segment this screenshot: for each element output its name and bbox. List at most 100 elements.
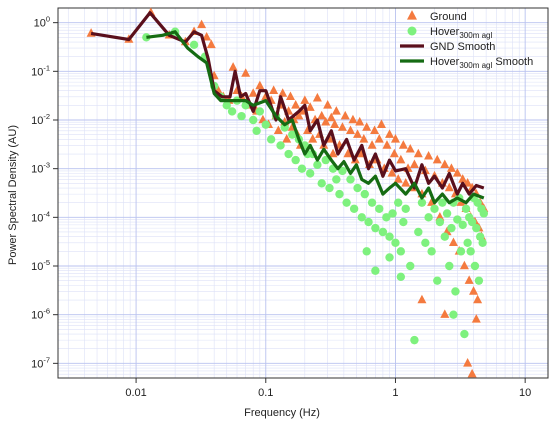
y-axis-label: Power Spectral Density (AU): [7, 125, 19, 265]
legend-item: Ground: [407, 10, 467, 23]
hover-point: [367, 198, 377, 207]
hover-point: [396, 272, 406, 282]
legend-triangle-icon: [407, 10, 417, 20]
hover-point: [442, 209, 452, 218]
ground-point: [343, 148, 353, 158]
ground-point: [321, 116, 331, 126]
hover-point: [371, 223, 380, 233]
hover-point: [378, 227, 388, 237]
ground-point: [444, 182, 454, 192]
ground-point: [300, 95, 310, 104]
legend-label: Ground: [430, 11, 467, 23]
ground-point: [282, 134, 292, 143]
ground-point: [348, 114, 358, 124]
y-tick-label: 10-1: [31, 63, 50, 78]
hover-point: [338, 166, 347, 176]
ground-point: [432, 154, 442, 164]
ground-point: [417, 294, 427, 304]
hover-point: [364, 217, 373, 227]
hover-point: [249, 115, 258, 125]
ground-point: [390, 134, 400, 143]
ground-point: [317, 110, 327, 120]
ground-point: [401, 178, 411, 187]
hover-point: [470, 261, 480, 271]
ground-point: [446, 163, 456, 172]
ground-point: [467, 368, 477, 378]
hover-point: [467, 217, 477, 227]
hover-point: [305, 169, 315, 178]
y-tick-label: 10-7: [31, 355, 50, 370]
ground-point: [440, 309, 450, 318]
hover-point: [313, 160, 322, 170]
ground-point: [463, 178, 473, 187]
legend-label: Hover300m agl Smooth: [430, 56, 533, 70]
hover-point: [362, 247, 371, 256]
ground-point: [353, 129, 363, 138]
ground-point: [269, 85, 279, 94]
hover-point: [280, 123, 289, 132]
ground-point: [337, 122, 347, 131]
hover-point: [440, 232, 449, 241]
hover-point: [399, 217, 408, 227]
hover-point: [189, 40, 199, 50]
hover-point: [458, 220, 467, 230]
hover-point: [237, 111, 246, 121]
hover-point: [385, 232, 394, 241]
hover-point: [288, 130, 297, 139]
ground-point: [389, 148, 399, 158]
hover-point: [284, 149, 293, 159]
ground-point: [278, 88, 288, 97]
ground-point: [345, 125, 355, 135]
ground-point: [228, 62, 238, 71]
hover-point: [346, 175, 355, 184]
ground-point: [308, 134, 318, 143]
ground-point: [255, 80, 265, 90]
hover-point: [424, 213, 433, 222]
hover-point: [456, 247, 466, 256]
ground-point: [471, 314, 481, 323]
hover-point: [276, 141, 285, 150]
hover-point: [382, 213, 391, 222]
hover-point: [461, 204, 471, 213]
legend-circle-icon: [407, 26, 417, 36]
hover-point: [463, 238, 472, 247]
hover-point: [142, 33, 151, 42]
hover-point: [317, 179, 326, 188]
ground-point: [396, 154, 406, 164]
hover-point: [252, 126, 261, 135]
ground-point: [440, 159, 450, 169]
x-tick-label: 0.01: [125, 387, 146, 399]
legend-label: Hover300m agl: [430, 26, 492, 40]
x-axis: 0.01 0.1 1 10: [125, 378, 531, 399]
hover-point: [349, 204, 359, 213]
hover-point: [460, 329, 469, 339]
ground-point: [370, 125, 380, 135]
ground-point: [382, 140, 392, 149]
hover-point: [227, 107, 237, 116]
hover-point: [445, 261, 454, 271]
hover-point: [401, 204, 410, 213]
hover-point: [472, 223, 481, 233]
plot-frame: [57, 7, 549, 379]
hover-point: [473, 198, 482, 207]
ground-point: [469, 286, 479, 295]
hover-point: [375, 204, 384, 213]
ground-point: [202, 32, 212, 41]
ground-point: [206, 39, 216, 49]
hover-point: [297, 164, 307, 173]
ground-point: [452, 168, 462, 177]
y-tick-label: 100: [34, 15, 50, 30]
hover-point: [427, 247, 436, 256]
hover-point: [391, 238, 400, 247]
ground-point: [385, 129, 395, 138]
hover-point: [222, 101, 231, 110]
hover-smooth-line: [146, 30, 485, 205]
hover-point: [406, 261, 415, 271]
hover-point: [478, 238, 487, 247]
hover-point: [385, 253, 394, 262]
hover-point: [396, 247, 406, 256]
ground-point: [294, 110, 304, 120]
ground-point: [405, 143, 415, 153]
